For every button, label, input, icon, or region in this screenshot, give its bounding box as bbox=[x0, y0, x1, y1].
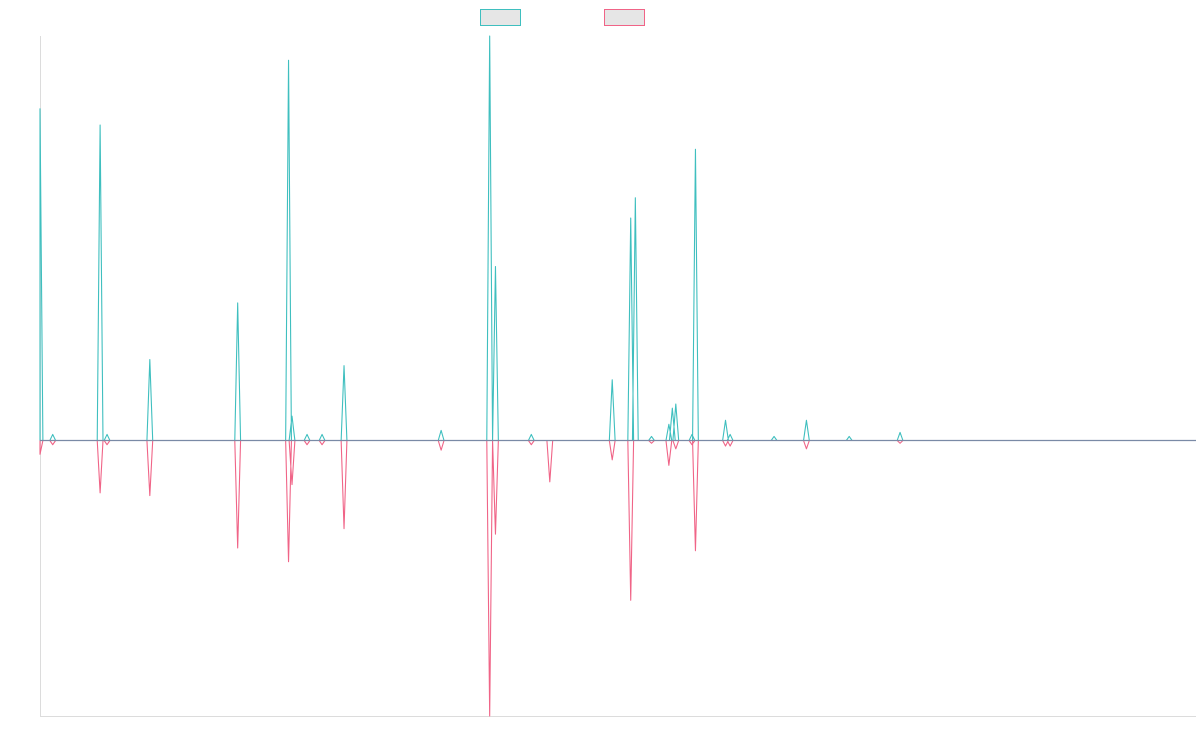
series-line-0 bbox=[39, 35, 1196, 442]
series-layer bbox=[39, 35, 1196, 717]
series-line-1 bbox=[39, 439, 1196, 717]
legend-swatch-negative[interactable] bbox=[604, 9, 645, 26]
legend-swatch-positive[interactable] bbox=[480, 9, 521, 26]
series-0 bbox=[39, 35, 1196, 442]
legend[interactable] bbox=[480, 9, 645, 26]
series-1 bbox=[39, 439, 1196, 717]
